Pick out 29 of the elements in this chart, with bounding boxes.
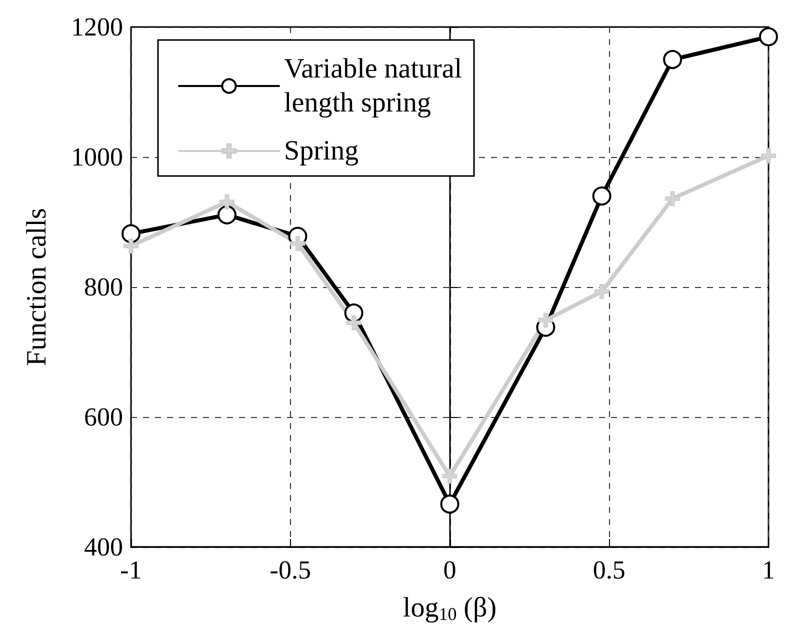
x-tick-label: 0.5 bbox=[592, 556, 626, 584]
point bbox=[442, 468, 458, 484]
y-tick-label: 1000 bbox=[71, 142, 123, 172]
point bbox=[124, 238, 138, 254]
point bbox=[440, 494, 460, 514]
x-tick-label: -0.5 bbox=[270, 556, 311, 584]
y-tick-label: 1200 bbox=[71, 12, 123, 42]
y-tick-label: 600 bbox=[84, 402, 123, 432]
point bbox=[594, 284, 610, 300]
x-tick-label: -1 bbox=[120, 556, 142, 584]
point bbox=[761, 148, 776, 164]
point bbox=[290, 236, 306, 251]
point bbox=[122, 224, 140, 244]
y-tick-label: 800 bbox=[84, 272, 123, 302]
point bbox=[759, 27, 778, 46]
point bbox=[346, 315, 362, 330]
point bbox=[219, 194, 234, 210]
y-axis-title: Function calls bbox=[22, 208, 52, 366]
point bbox=[592, 186, 612, 206]
x-axis-title: log10 (β) bbox=[402, 592, 497, 624]
x-tick-label: 0 bbox=[443, 556, 456, 584]
legend-label: Spring bbox=[284, 136, 359, 166]
point bbox=[663, 50, 682, 69]
point bbox=[665, 191, 680, 206]
legend-label: Variable natural length spring bbox=[284, 54, 462, 118]
x-tick-label: 1 bbox=[762, 556, 775, 584]
y-tick-label: 400 bbox=[84, 532, 123, 562]
point bbox=[538, 312, 554, 328]
point bbox=[217, 205, 236, 224]
